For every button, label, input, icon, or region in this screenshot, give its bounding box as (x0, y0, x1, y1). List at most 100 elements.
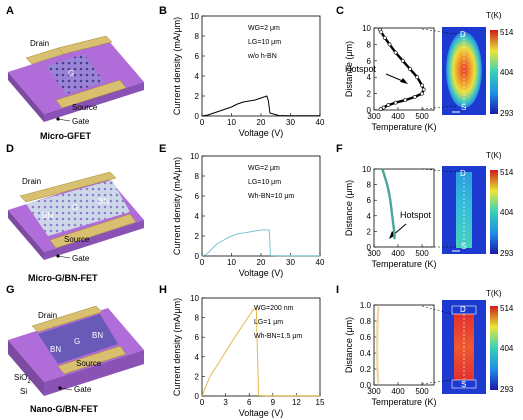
device-caption: Micro-GFET (40, 131, 92, 141)
y-axis-label: Current density (mA/μm) (172, 17, 182, 115)
y-tick-label: 4 (367, 73, 372, 82)
graphene-label: G (68, 69, 74, 78)
colorbar-min: 293 (500, 385, 514, 394)
panel-letter-c: C (336, 5, 344, 17)
colorbar-unit: T(K) (486, 289, 502, 298)
y-axis-label: Current density (mA/μm) (172, 157, 182, 255)
plot-frame (373, 304, 435, 386)
x-axis-label: Temperature (K) (371, 122, 436, 132)
graphene-label: G (72, 203, 78, 212)
x-tick-label: 3 (223, 398, 228, 407)
chart-c: 300 400 500 0 2 4 6 8 10 Temperature (K) Distance … (344, 24, 437, 132)
hotspot-arrowhead-f (389, 231, 396, 239)
source-electrode (49, 213, 137, 249)
series-line (201, 229, 320, 257)
data-point (420, 91, 424, 96)
x-tick-label: 40 (316, 118, 325, 127)
panel-letter-i: I (336, 284, 339, 296)
substrate-front (44, 350, 144, 396)
annotation: Wh-BN=1.5 μm (254, 333, 302, 340)
source-electrode (57, 345, 127, 375)
annotation: WG=2 μm (248, 165, 280, 172)
colorbar-mid: 404 (500, 68, 514, 77)
panel-letter-g: G (6, 284, 15, 296)
gate-label: Gate (72, 117, 90, 126)
x-tick-label: 400 (391, 387, 405, 396)
substrate-left (8, 340, 44, 396)
colorbar-min: 293 (500, 249, 514, 258)
bn-flake (38, 314, 118, 364)
x-tick-label: 10 (227, 258, 236, 267)
device-caption: Micro-G/BN-FET (28, 273, 98, 283)
y-axis-label: Distance (μm) (344, 41, 354, 97)
x-tick-label: 0 (200, 398, 205, 407)
source-label: Source (64, 235, 90, 244)
source-marker: S (461, 103, 466, 112)
colorbar-unit: T(K) (486, 151, 502, 160)
x-tick-label: 15 (316, 398, 325, 407)
x-tick-label: 12 (292, 398, 301, 407)
y-tick-label: 2 (195, 92, 200, 101)
source-electrode (55, 79, 127, 109)
colorbar (490, 306, 498, 390)
zoom-line-bottom (421, 105, 457, 110)
gate-dot (56, 254, 60, 258)
drain-marker: D (460, 30, 466, 39)
colorbar-unit: T(K) (486, 11, 502, 20)
y-tick-label: 6 (195, 192, 200, 201)
x-tick-label: 300 (367, 249, 381, 258)
data-point (412, 94, 417, 99)
source-marker: S (461, 242, 466, 251)
colorbar-max: 514 (500, 304, 514, 313)
hotspot-arrowhead-c (400, 78, 408, 84)
substrate-left (8, 72, 44, 122)
x-axis-label: Voltage (V) (239, 268, 284, 278)
gate-pointer (57, 118, 71, 122)
data-point (415, 75, 420, 80)
y-tick-label: 10 (190, 152, 199, 161)
annotation: LG=10 μm (248, 179, 281, 186)
y-tick-label: 2 (367, 227, 372, 236)
y-tick-label: 10 (362, 165, 371, 174)
drain-pad-outline (451, 305, 477, 315)
gate-pointer (59, 387, 73, 391)
series-line (381, 168, 396, 240)
y-tick-label: 10 (190, 294, 199, 303)
zoom-line-top (421, 305, 453, 315)
panel-letters: A B C D E F G H I (6, 5, 344, 296)
gate-dot (58, 386, 62, 390)
x-tick-label: 300 (367, 387, 381, 396)
annotation: Hotspot (400, 210, 432, 220)
colorbar-mid: 404 (500, 208, 514, 217)
annotation: LG=10 μm (248, 39, 281, 46)
graphene-lattice (46, 54, 104, 94)
drain-marker: D (460, 169, 466, 178)
source-label: Source (76, 359, 102, 368)
drain-electrode (19, 171, 117, 203)
series-line (201, 95, 320, 117)
y-tick-label: 8 (367, 181, 372, 190)
bn-label-right: BN (98, 197, 109, 206)
x-axis-label: Voltage (V) (239, 408, 284, 418)
panel-letter-a: A (6, 5, 14, 17)
x-axis-label: Temperature (K) (371, 259, 436, 269)
plot-frame (373, 168, 435, 248)
zoom-line-top (421, 168, 457, 173)
data-point (408, 67, 412, 71)
substrate-front (44, 82, 144, 122)
y-tick-label: 8 (195, 32, 200, 41)
y-axis-label: Distance (μm) (344, 317, 354, 373)
gate-label: Gate (74, 385, 92, 394)
y-axis-label: Current density (mA/μm) (172, 298, 182, 396)
bn-label-right: BN (92, 331, 103, 340)
source-pad-outline (451, 379, 477, 389)
x-tick-label: 9 (271, 398, 276, 407)
series-line (378, 29, 425, 111)
thermal-map-f: D S T(K) 514 404 293 (421, 151, 514, 258)
bn-label-left: BN (42, 211, 53, 220)
x-tick-label: 0 (200, 118, 205, 127)
panel-letter-d: D (6, 143, 14, 155)
data-point (393, 50, 398, 55)
y-tick-label: 0.4 (360, 349, 372, 358)
x-tick-label: 500 (415, 387, 429, 396)
